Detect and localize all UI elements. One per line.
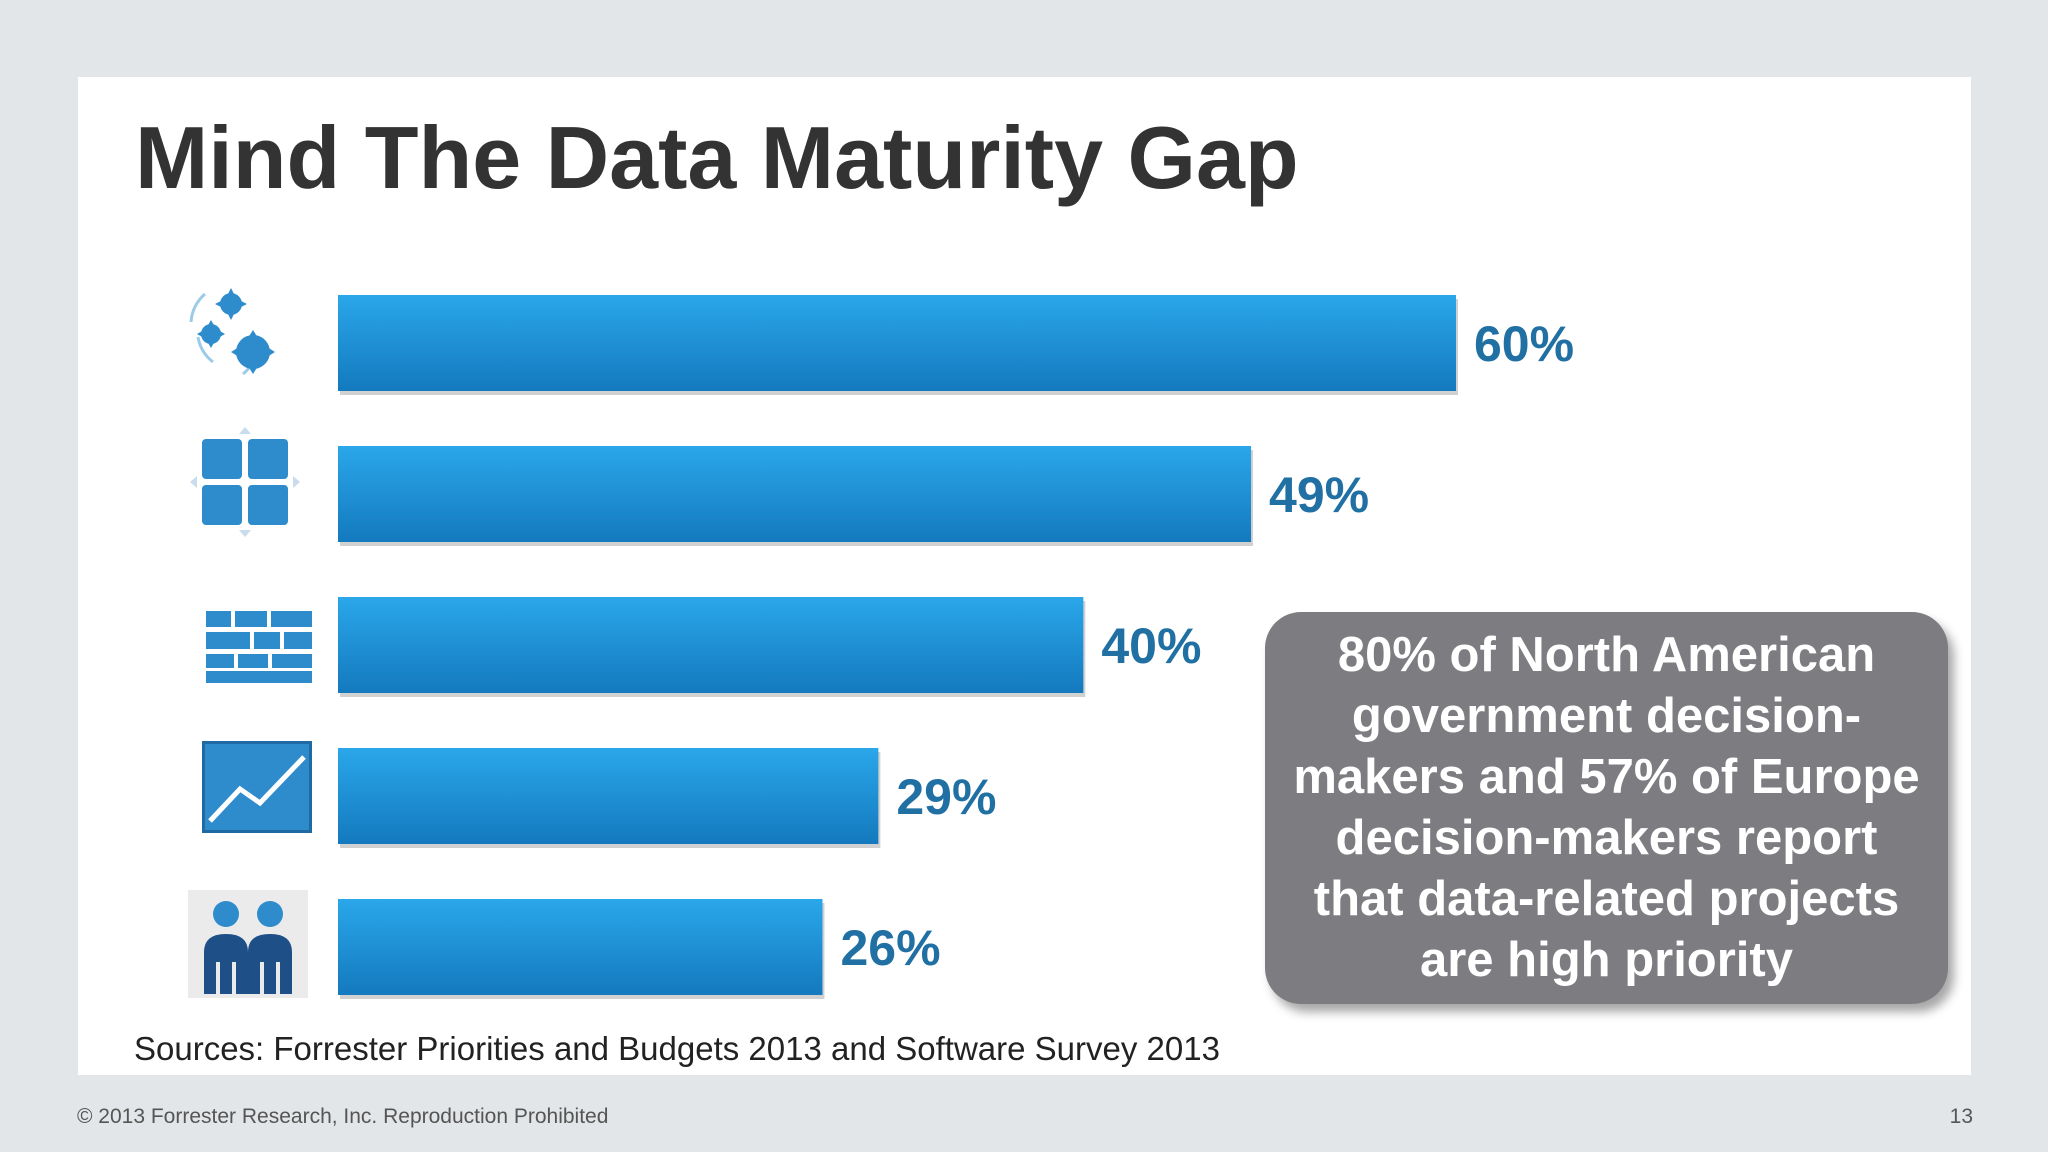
bar-trend-chart xyxy=(338,748,879,844)
callout-box: 80% of North American government decisio… xyxy=(1265,612,1948,1004)
bar-value-label: 49% xyxy=(1269,467,1369,523)
bar-modules xyxy=(338,446,1252,542)
bar-value-label: 26% xyxy=(840,920,940,976)
modules-icon xyxy=(190,427,300,537)
footer-copyright: © 2013 Forrester Research, Inc. Reproduc… xyxy=(77,1105,609,1128)
bar-value-label: 29% xyxy=(896,769,996,825)
bar-bricks xyxy=(338,597,1084,693)
slide-title: Mind The Data Maturity Gap xyxy=(135,108,1299,207)
bricks-icon xyxy=(206,611,312,683)
page-number: 13 xyxy=(1949,1105,1973,1128)
sources-note: Sources: Forrester Priorities and Budget… xyxy=(134,1030,1220,1067)
bar-chart: 60% 49% 40% 29% 26% xyxy=(338,295,1574,999)
slide: 60% 49% 40% 29% 26% xyxy=(78,77,1971,1075)
people-icon xyxy=(188,890,308,998)
bar-value-label: 60% xyxy=(1474,316,1574,372)
bar-people xyxy=(338,899,823,995)
gears-icon xyxy=(183,282,283,382)
callout-text: 80% of North American government decisio… xyxy=(1293,628,1920,987)
bar-value-label: 40% xyxy=(1101,618,1201,674)
bar-gears xyxy=(338,295,1456,391)
trend-chart-icon xyxy=(201,740,313,834)
